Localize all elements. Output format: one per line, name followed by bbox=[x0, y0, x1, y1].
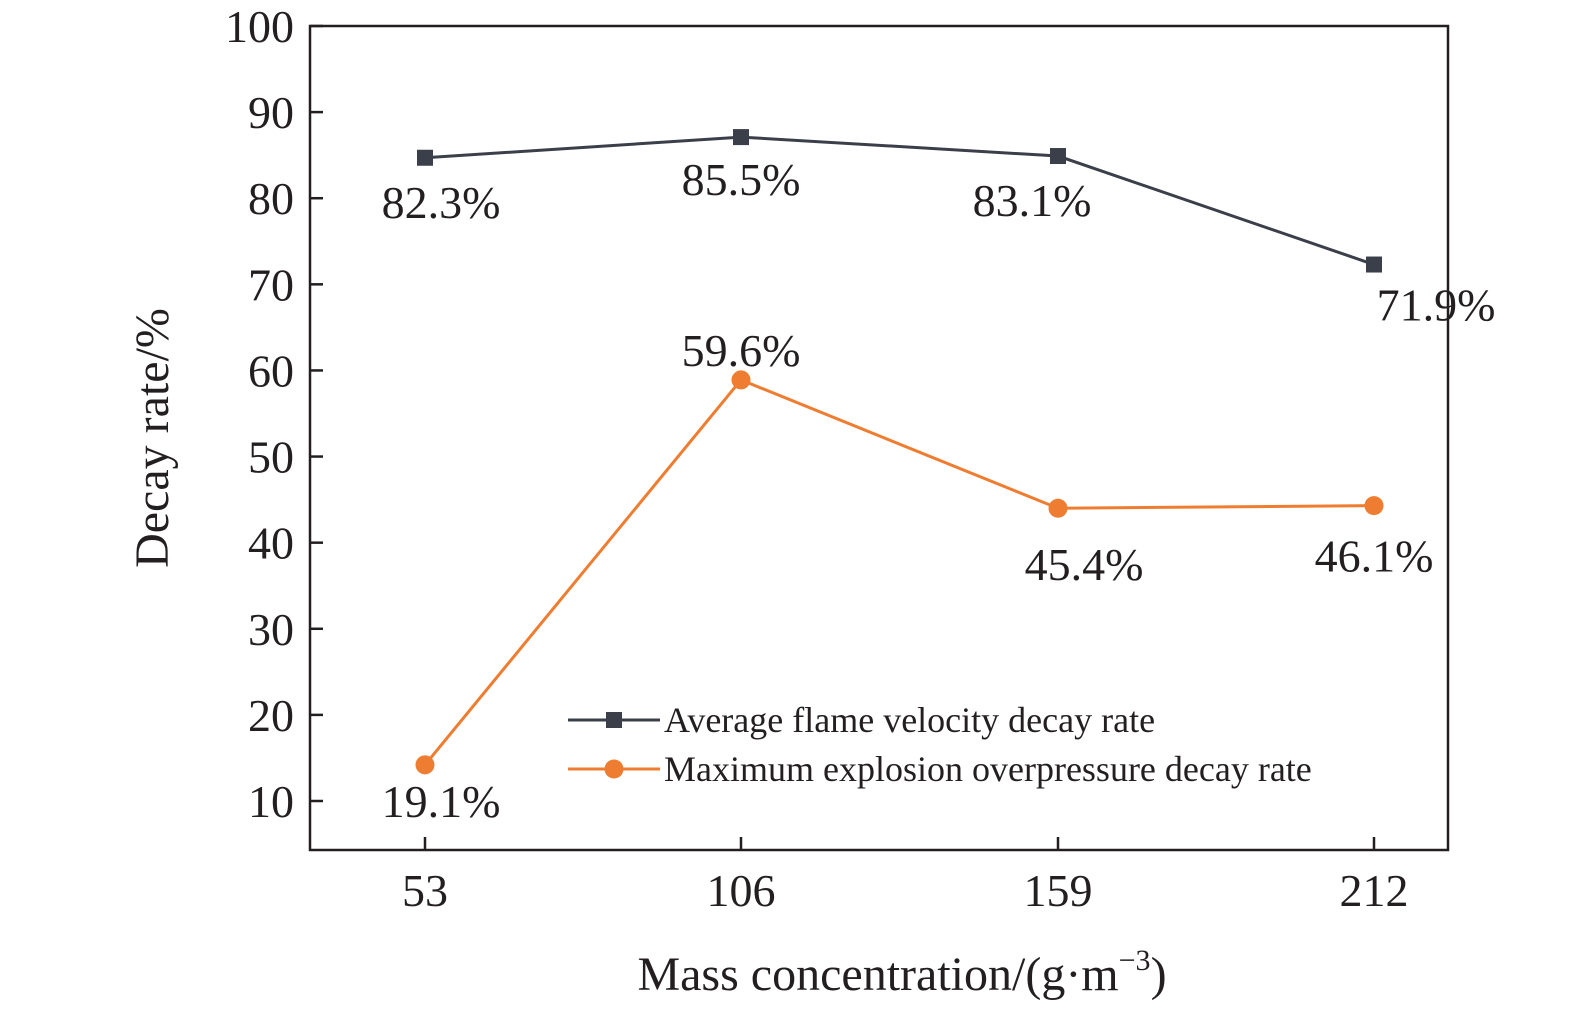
x-tick-label: 212 bbox=[1340, 865, 1409, 916]
x-axis-title-main: Mass concentration/(g·m bbox=[637, 948, 1118, 1001]
series-line bbox=[423, 378, 1375, 766]
legend: Average flame velocity decay rate Maximum… bbox=[568, 700, 1312, 789]
data-point-square bbox=[1050, 148, 1066, 165]
data-label: 46.1% bbox=[1315, 531, 1434, 582]
x-axis-title-suffix: ) bbox=[1151, 948, 1167, 1001]
legend-marker-square bbox=[606, 712, 622, 728]
data-label: 19.1% bbox=[382, 776, 501, 827]
y-axis: 10 20 30 40 50 60 70 80 90 100 bbox=[225, 1, 323, 827]
y-tick-label: 20 bbox=[248, 690, 294, 741]
y-tick-label: 80 bbox=[248, 173, 294, 224]
data-label: 85.5% bbox=[682, 154, 801, 205]
data-point-square bbox=[733, 129, 749, 146]
data-point-circle bbox=[1048, 498, 1068, 518]
y-tick-label: 70 bbox=[248, 259, 294, 310]
x-tick-label: 53 bbox=[402, 865, 448, 916]
data-point-circle bbox=[415, 755, 435, 775]
legend-marker-circle bbox=[604, 759, 624, 779]
series-line bbox=[424, 135, 1375, 266]
series-1: 82.3% 85.5% 83.1% 71.9% bbox=[382, 129, 1496, 331]
data-point-circle bbox=[1364, 496, 1384, 516]
data-point-circle bbox=[731, 370, 751, 390]
data-point-square bbox=[1366, 256, 1382, 273]
y-tick-label: 100 bbox=[225, 1, 294, 52]
y-tick-label: 50 bbox=[248, 432, 294, 483]
legend-label: Average flame velocity decay rate bbox=[664, 700, 1155, 740]
plot-frame bbox=[308, 24, 1450, 852]
data-point-square bbox=[417, 149, 433, 166]
data-label: 71.9% bbox=[1377, 280, 1496, 331]
y-tick-label: 30 bbox=[248, 604, 294, 655]
y-tick-label: 40 bbox=[248, 518, 294, 569]
data-label: 59.6% bbox=[682, 325, 801, 376]
legend-label: Maximum explosion overpressure decay rat… bbox=[664, 749, 1312, 789]
data-label: 83.1% bbox=[973, 175, 1092, 226]
x-axis-title-exponent: −3 bbox=[1119, 944, 1151, 977]
x-tick-label: 159 bbox=[1024, 865, 1093, 916]
data-label: 45.4% bbox=[1025, 539, 1144, 590]
data-label: 82.3% bbox=[382, 177, 501, 228]
x-axis: 53 106 159 212 bbox=[402, 837, 1409, 916]
x-tick-label: 106 bbox=[707, 865, 776, 916]
y-tick-label: 10 bbox=[248, 776, 294, 827]
series-2: 19.1% 59.6% 45.4% 46.1% bbox=[382, 325, 1434, 827]
x-axis-title: Mass concentration/(g·m−3) bbox=[637, 944, 1166, 1001]
y-tick-label: 60 bbox=[248, 345, 294, 396]
series-layer: 82.3% 85.5% 83.1% 71.9% 19.1% 59.6% 45.4% 46.1% bbox=[382, 129, 1496, 827]
y-tick-label: 90 bbox=[248, 87, 294, 138]
y-axis-title: Decay rate/% bbox=[126, 308, 179, 568]
